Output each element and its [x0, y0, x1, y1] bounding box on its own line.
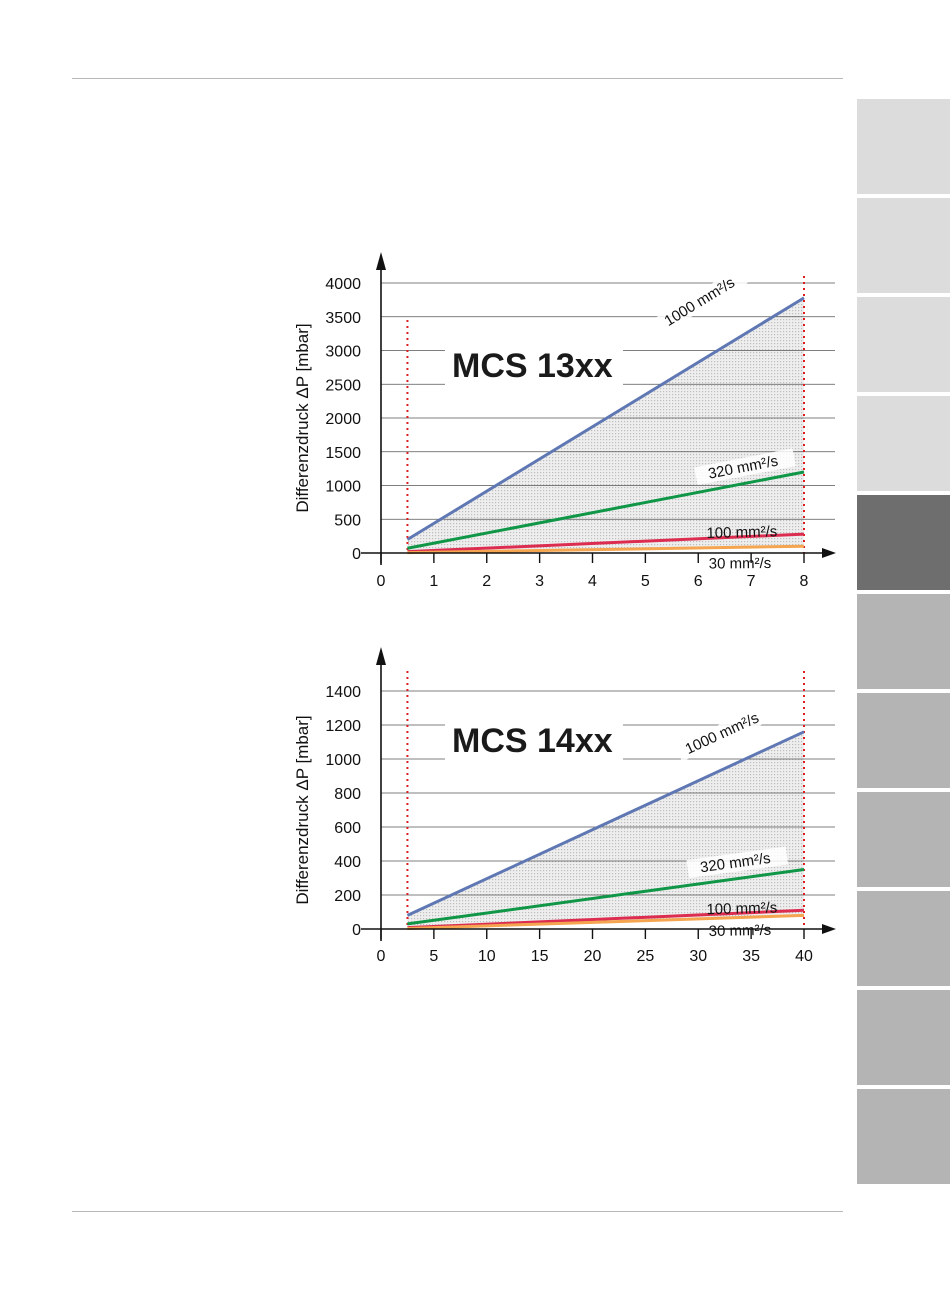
x-tick-label: 6 — [694, 573, 703, 590]
side-tab[interactable] — [857, 99, 950, 194]
series-label: 30 mm²/s — [708, 922, 771, 940]
y-tick-label: 400 — [334, 854, 361, 871]
y-tick-label: 2500 — [325, 377, 361, 394]
x-axis-arrow — [822, 924, 836, 934]
x-tick-label: 40 — [795, 948, 813, 965]
x-tick-label: 8 — [800, 573, 809, 590]
y-tick-label: 800 — [334, 786, 361, 803]
top-divider — [72, 78, 843, 79]
y-tick-label: 600 — [334, 820, 361, 837]
x-tick-label: 30 — [689, 948, 707, 965]
series-line — [407, 908, 805, 930]
y-tick-label: 1200 — [325, 718, 361, 735]
series-line — [407, 544, 805, 555]
shaded-region — [407, 731, 804, 929]
series-label-group: 100 mm²/s — [706, 899, 777, 918]
y-tick-label: 0 — [352, 546, 361, 563]
series-label: 100 mm²/s — [706, 523, 777, 542]
series-label-group: 1000 mm²/s — [653, 266, 749, 335]
x-tick-label: 15 — [531, 948, 549, 965]
y-tick-label: 500 — [334, 512, 361, 529]
y-tick-label: 1000 — [325, 752, 361, 769]
x-tick-label: 7 — [747, 573, 756, 590]
x-tick-label: 0 — [377, 948, 386, 965]
x-tick-label: 1 — [429, 573, 438, 590]
y-axis-label: Differenzdruck ΔP [mbar] — [293, 323, 312, 512]
side-tab[interactable] — [857, 198, 950, 293]
x-tick-label: 25 — [636, 948, 654, 965]
side-tab[interactable] — [857, 396, 950, 491]
series-label-group: 100 mm²/s — [706, 523, 777, 542]
side-tab[interactable] — [857, 1089, 950, 1184]
side-tab-active[interactable] — [857, 495, 950, 590]
x-tick-label: 5 — [641, 573, 650, 590]
series-label-background — [694, 448, 796, 485]
x-tick-label: 20 — [584, 948, 602, 965]
x-tick-label: 3 — [535, 573, 544, 590]
series-line — [407, 913, 805, 930]
title-background — [445, 345, 623, 387]
y-axis-label: Differenzdruck ΔP [mbar] — [293, 715, 312, 904]
series-label-group: 30 mm²/s — [709, 555, 772, 573]
series-label: 100 mm²/s — [706, 899, 777, 918]
series-line — [407, 532, 805, 554]
y-tick-label: 2000 — [325, 411, 361, 428]
side-tab[interactable] — [857, 891, 950, 986]
x-tick-label: 10 — [478, 948, 496, 965]
shaded-region — [407, 297, 804, 553]
x-tick-label: 35 — [742, 948, 760, 965]
side-tab[interactable] — [857, 792, 950, 887]
x-axis-arrow — [822, 548, 836, 558]
y-tick-label: 1500 — [325, 445, 361, 462]
title-background — [445, 720, 623, 762]
series-label: 1000 mm²/s — [661, 274, 737, 330]
y-axis-arrow — [376, 647, 386, 665]
series-label: 30 mm²/s — [709, 555, 772, 573]
chart-title: MCS 14xx — [452, 722, 613, 760]
series-line — [407, 868, 805, 926]
series-label-background — [674, 703, 773, 762]
side-tab[interactable] — [857, 990, 950, 1085]
series-label-background — [686, 846, 789, 878]
side-tab[interactable] — [857, 693, 950, 788]
y-axis-arrow — [376, 252, 386, 270]
y-tick-label: 3000 — [325, 344, 361, 361]
x-tick-label: 5 — [429, 948, 438, 965]
series-label-background — [653, 266, 749, 335]
y-tick-label: 4000 — [325, 276, 361, 293]
x-tick-label: 4 — [588, 573, 597, 590]
series-line — [406, 730, 805, 917]
bottom-divider — [72, 1211, 843, 1212]
y-tick-label: 0 — [352, 922, 361, 939]
side-tab[interactable] — [857, 297, 950, 392]
y-tick-label: 1000 — [325, 479, 361, 496]
chart-title: MCS 13xx — [452, 347, 613, 385]
x-tick-label: 0 — [377, 573, 386, 590]
y-tick-label: 200 — [334, 888, 361, 905]
series-label-group: 30 mm²/s — [708, 922, 771, 940]
series-line — [407, 470, 805, 550]
series-label: 1000 mm²/s — [683, 709, 762, 758]
series-line — [406, 296, 805, 541]
side-tab[interactable] — [857, 594, 950, 689]
x-tick-label: 2 — [482, 573, 491, 590]
y-tick-label: 3500 — [325, 310, 361, 327]
y-tick-label: 1400 — [325, 684, 361, 701]
